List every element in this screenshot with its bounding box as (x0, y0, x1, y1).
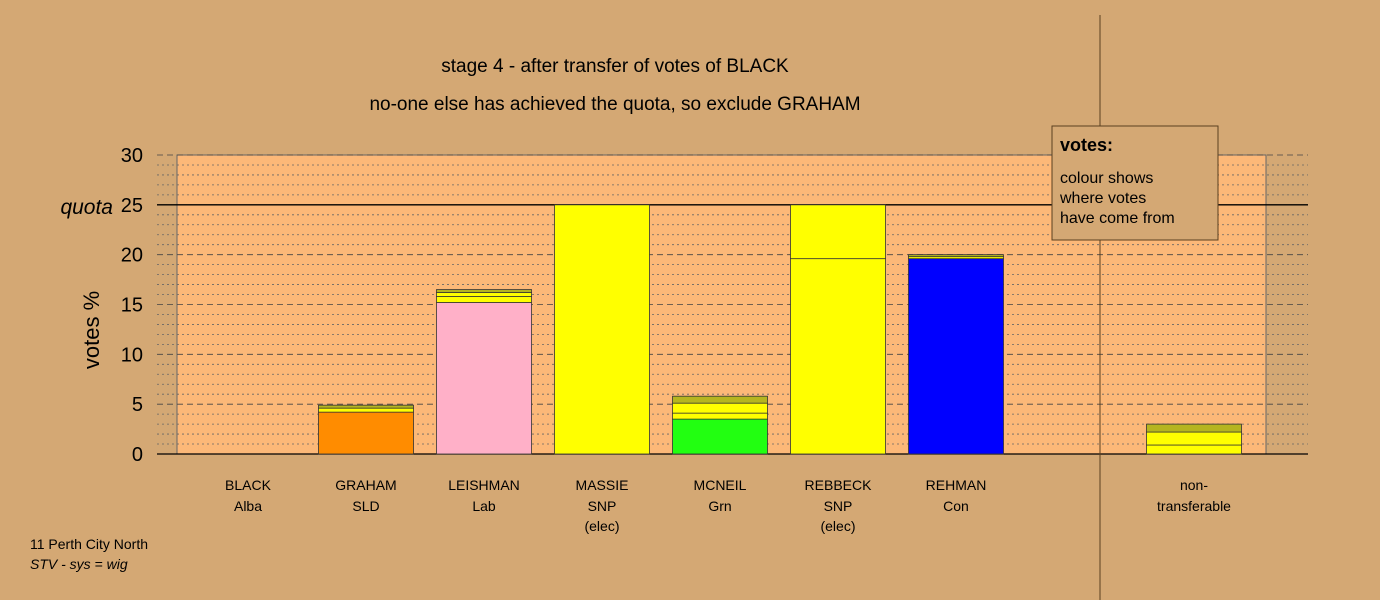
bar-segment-rehman-0 (908, 258, 1004, 455)
x-label-party-mcneil: Grn (708, 498, 731, 514)
legend-title: votes: (1060, 135, 1113, 155)
x-label-name-massie: MASSIE (576, 477, 629, 493)
legend-line-1: colour shows (1060, 170, 1153, 187)
y-tick-label: 15 (121, 295, 143, 317)
legend-line-2: where votes (1059, 190, 1146, 207)
x-label-name-graham: GRAHAM (335, 477, 396, 493)
y-tick-label: 10 (121, 344, 143, 366)
footer-system: STV - sys = wig (30, 556, 128, 572)
chart-subtitle: no-one else has achieved the quota, so e… (369, 94, 860, 115)
legend-box (1051, 125, 1219, 241)
legend-line-3: have come from (1060, 210, 1175, 227)
y-tick-label: 20 (121, 245, 143, 267)
x-label-nontransferable-2: transferable (1157, 498, 1231, 514)
y-axis-label: votes % (79, 291, 104, 369)
bar-segment-graham-0 (318, 411, 414, 455)
x-label-party-graham: SLD (352, 498, 379, 514)
x-label-name-rebbeck: REBBECK (805, 477, 873, 493)
x-label-party-rehman: Con (943, 498, 969, 514)
bar-segment-rehman-2 (908, 254, 1004, 258)
quota-label: quota (60, 196, 113, 219)
bar-segment-nontransferable-1 (1146, 431, 1242, 446)
bar-segment-rebbeck-1 (790, 204, 886, 260)
x-label-party-rebbeck: SNP (824, 498, 853, 514)
x-label-note-rebbeck: (elec) (820, 518, 855, 534)
x-axis-labels: BLACK Alba GRAHAM SLD LEISHMAN Lab MASSIE SNP (e… (225, 477, 1231, 534)
bar-segment-nontransferable-0 (1146, 444, 1242, 455)
bar-segment-leishman-3 (436, 289, 532, 293)
x-label-party-black: Alba (234, 498, 262, 514)
x-label-party-massie: SNP (588, 498, 617, 514)
x-label-nontransferable-1: non- (1180, 477, 1208, 493)
bar-segment-leishman-0 (436, 302, 532, 455)
bar-segment-mcneil-3 (672, 395, 768, 404)
y-tick-label: 0 (132, 444, 143, 466)
bar-segment-mcneil-2 (672, 402, 768, 414)
bar-segment-nontransferable-2 (1146, 423, 1242, 433)
x-label-name-rehman: REHMAN (926, 477, 987, 493)
x-label-name-leishman: LEISHMAN (448, 477, 520, 493)
y-tick-label: 25 (121, 195, 143, 217)
footer-ward: 11 Perth City North (30, 536, 148, 552)
bar-segment-graham-1 (318, 407, 414, 413)
y-tick-label: 5 (132, 394, 143, 416)
x-label-name-mcneil: MCNEIL (694, 477, 747, 493)
bar-segment-leishman-1 (436, 296, 532, 303)
x-label-name-black: BLACK (225, 477, 272, 493)
bar-segment-massie-0 (554, 204, 650, 455)
bar-segment-mcneil-1 (672, 412, 768, 420)
y-axis-ticks: 0 5 10 15 20 25 30 (121, 145, 143, 466)
legend: votes: colour shows where votes have com… (1051, 125, 1219, 241)
bar-segment-rebbeck-0 (790, 258, 886, 455)
x-label-party-leishman: Lab (472, 498, 496, 514)
bars (318, 204, 1242, 455)
bar-segment-mcneil-0 (672, 418, 768, 455)
chart-title: stage 4 - after transfer of votes of BLA… (441, 56, 789, 77)
x-label-note-massie: (elec) (584, 518, 619, 534)
bar-segment-graham-2 (318, 404, 414, 409)
bar-segment-leishman-2 (436, 292, 532, 297)
y-tick-label: 30 (121, 145, 143, 167)
